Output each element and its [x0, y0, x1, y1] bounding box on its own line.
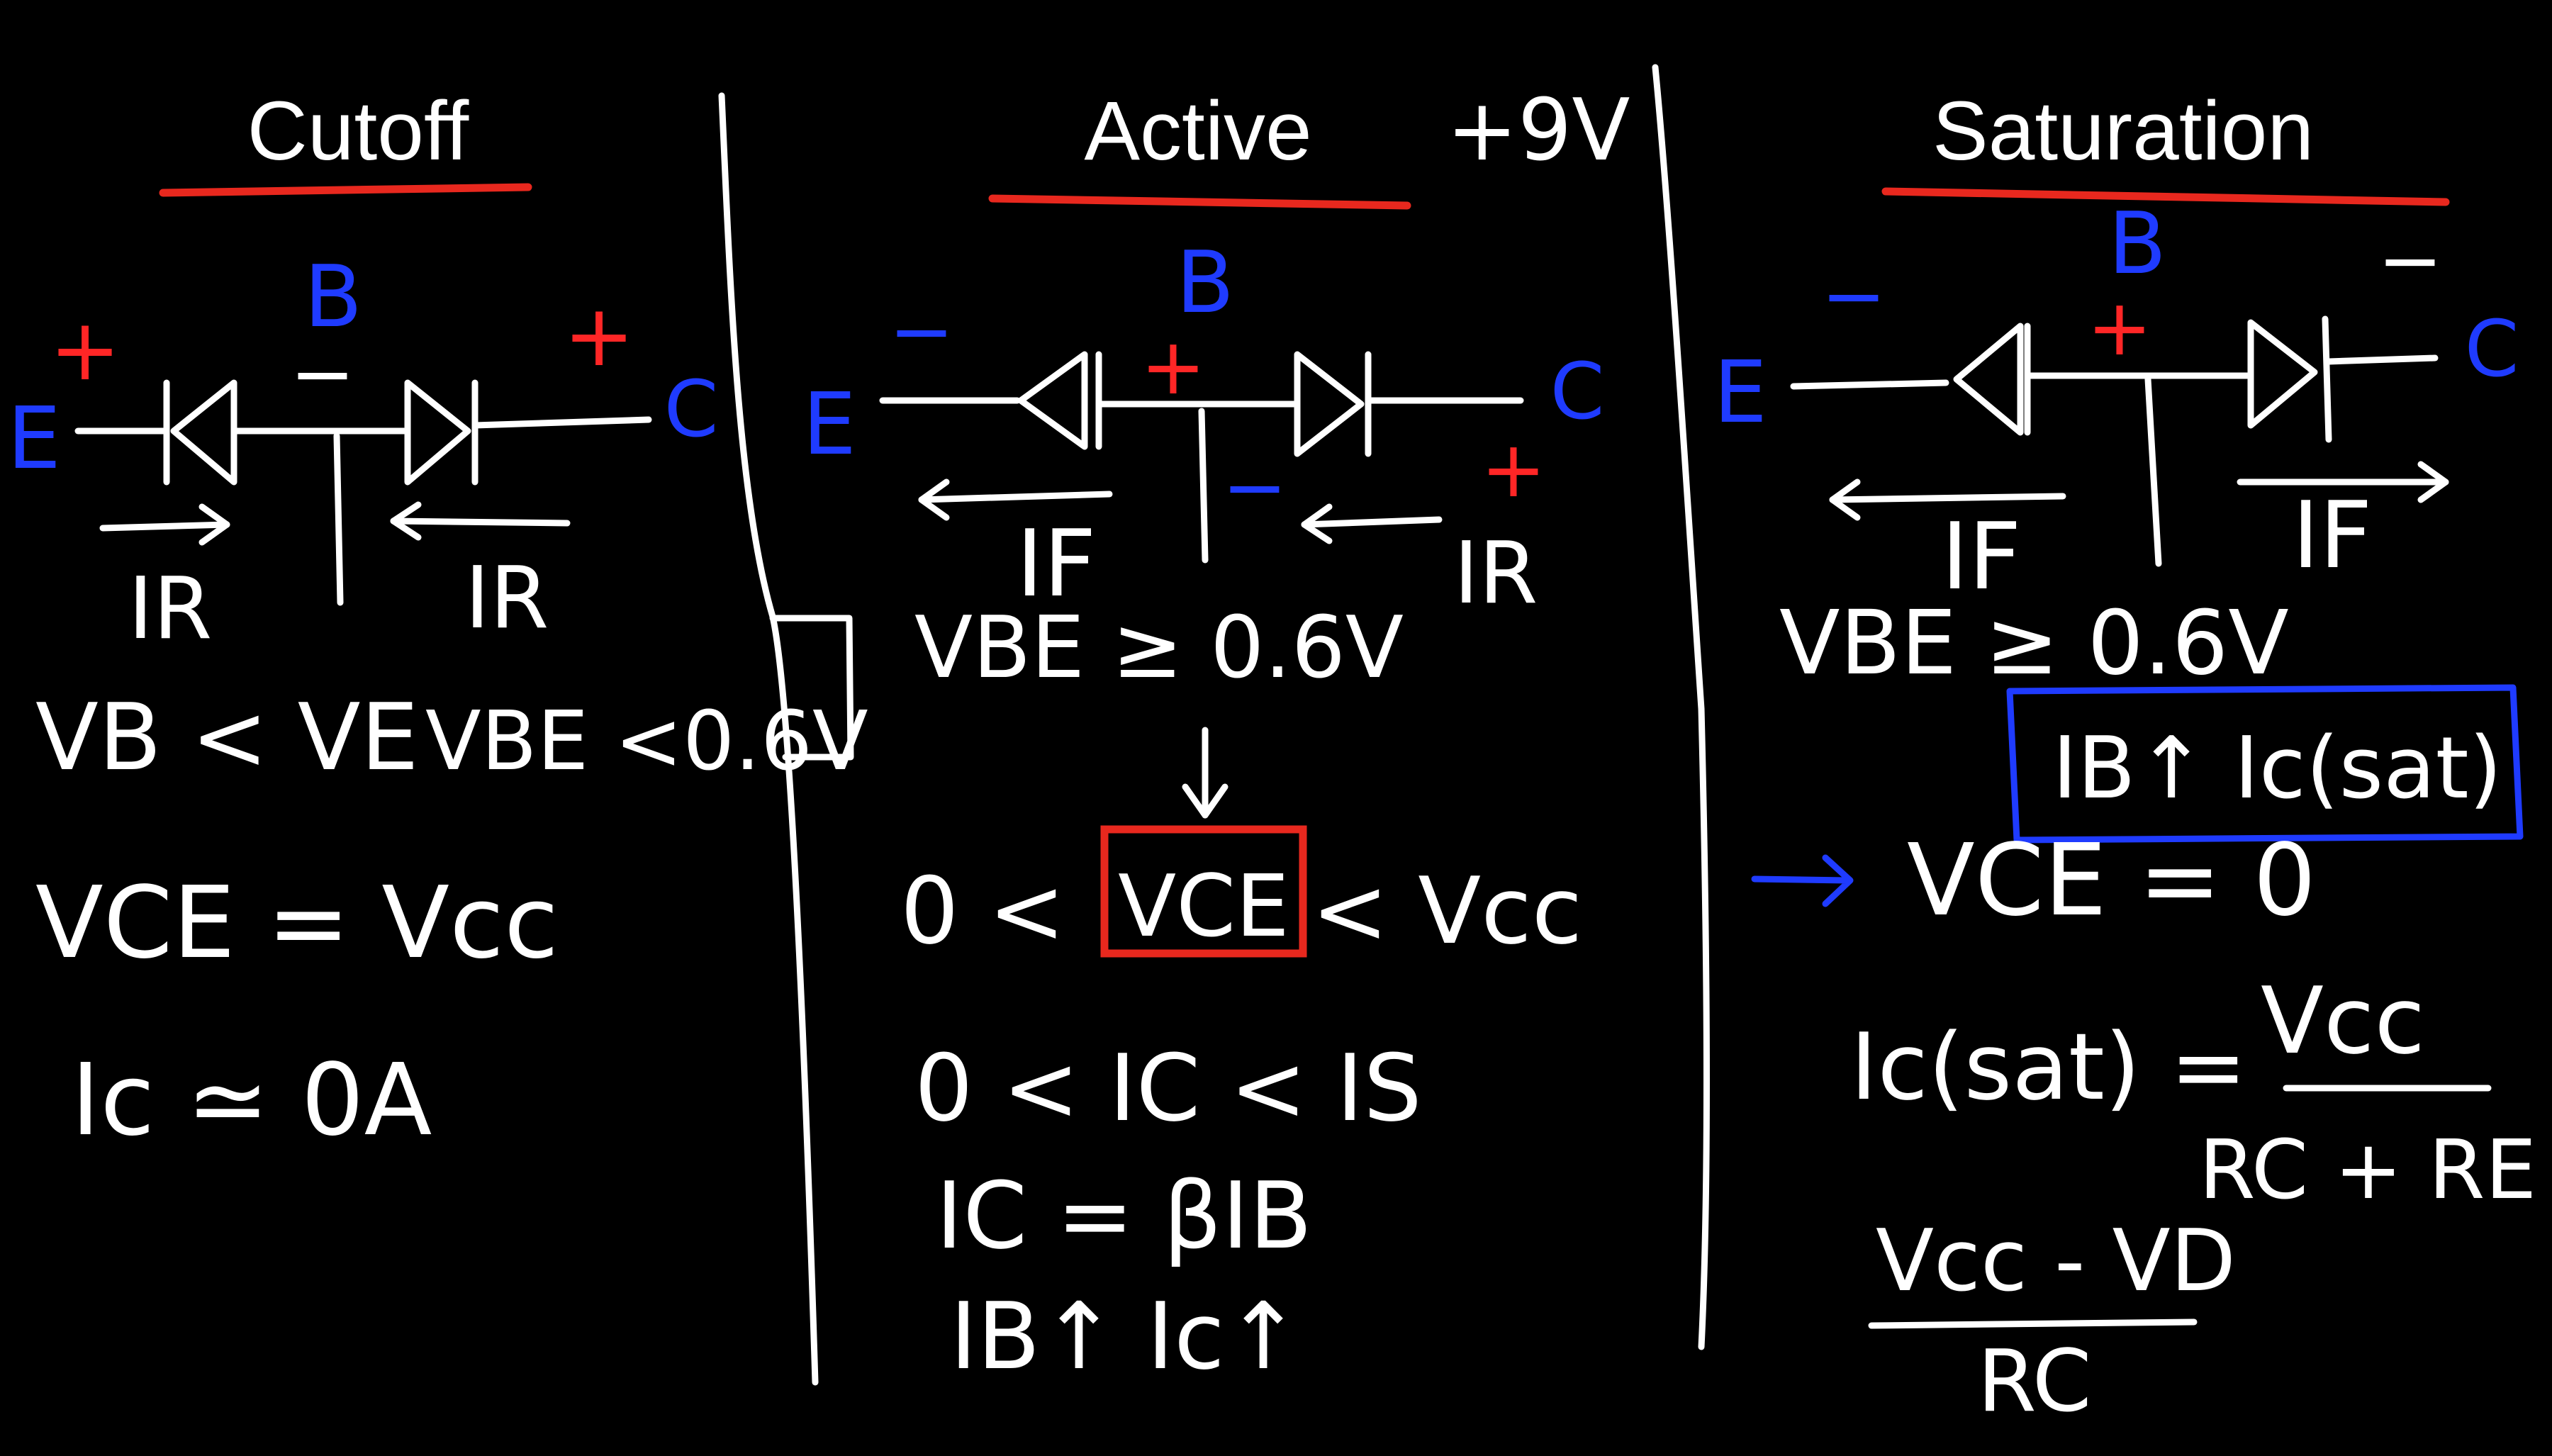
cutoff-eq-ic: Ic ≃ 0A: [71, 1043, 432, 1158]
active-eq-vce-box: VCE: [1118, 858, 1289, 956]
saturation-emitter-label: E: [1713, 344, 1767, 442]
cutoff-plus-collector: +: [564, 287, 635, 386]
active-eq-vbe: VBE ≥ 0.6V: [914, 599, 1404, 698]
saturation-if-right: IF: [2292, 481, 2372, 589]
active-supply-voltage: +9V: [1447, 82, 1630, 180]
saturation-minus-collector: −: [2378, 215, 2443, 306]
active-eq-ic-range: 0 < IC < IS: [914, 1034, 1422, 1142]
cutoff-collector-label: C: [664, 364, 719, 454]
active-if-label: IF: [1016, 510, 1096, 617]
cutoff-title: Cutoff: [247, 84, 469, 178]
active-minus-emitter: −: [889, 286, 954, 376]
saturation-if-left: IF: [1941, 503, 2021, 610]
saturation-eq-alt-denominator: RC: [1977, 1333, 2091, 1431]
active-base-label: B: [1176, 234, 1234, 332]
divider-left: [718, 92, 819, 1386]
saturation-pointer-arrow: [1751, 854, 1854, 907]
active-minus-base: −: [1222, 442, 1287, 532]
cutoff-eq-vbe: VBE <0.6V: [425, 694, 868, 789]
active-title-underline: [988, 194, 1411, 210]
saturation-collector-label: C: [2465, 303, 2519, 394]
active-collector-label: C: [1550, 346, 1605, 437]
cutoff-emitter-label: E: [7, 390, 61, 488]
saturation-minus-emitter: −: [1821, 250, 1886, 341]
saturation-plus-base: +: [2087, 282, 2152, 373]
active-title: Active: [1084, 84, 1311, 178]
cutoff-eq-vb-ve: VB < VE: [35, 683, 419, 791]
active-emitter-label: E: [802, 376, 856, 474]
cutoff-title-underline: [159, 183, 532, 197]
active-vce-highlight-box: [1100, 825, 1307, 958]
cutoff-minus-base: −: [290, 328, 355, 419]
saturation-eq-alt-numerator: Vcc - VD: [1876, 1212, 2236, 1311]
active-ir-label: IR: [1454, 525, 1538, 623]
active-diode-pair: [879, 351, 1524, 819]
vbe-bracket: [769, 615, 854, 761]
saturation-title-underline: [1881, 187, 2450, 206]
cutoff-eq-vce: VCE = Vcc: [35, 866, 559, 981]
saturation-eq-vbe: VBE ≥ 0.6V: [1779, 592, 2289, 695]
active-eq-ib-ic: IB↑ Ic↑: [950, 1282, 1302, 1390]
active-plus-collector: +: [1481, 424, 1546, 515]
cutoff-ir-left: IR: [128, 560, 213, 659]
saturation-title: Saturation: [1932, 84, 2314, 178]
saturation-eq-icsat-denominator: RC + RE: [2199, 1123, 2537, 1218]
active-plus-base: +: [1141, 321, 1206, 412]
saturation-fraction-bar-2: [1868, 1318, 2198, 1329]
saturation-diode-pair: [1790, 315, 2449, 567]
saturation-eq-icsat-left: Ic(sat) =: [1850, 1013, 2247, 1121]
saturation-base-label: B: [2108, 195, 2166, 293]
cutoff-ir-right: IR: [465, 549, 549, 648]
cutoff-diode-pair: [74, 379, 652, 606]
saturation-boxed-highlight: [2006, 684, 2524, 844]
cutoff-plus-emitter: +: [50, 301, 121, 400]
cutoff-base-label: B: [304, 248, 362, 347]
saturation-eq-icsat-numerator: Vcc: [2261, 967, 2425, 1075]
active-eq-vce-left: 0 <: [900, 857, 1065, 965]
saturation-eq-vce: VCE = 0: [1907, 823, 2316, 939]
active-eq-ic-beta: IC = βIB: [936, 1162, 1312, 1270]
saturation-eq-ib-icsat: IB↑ Ic(sat): [2052, 719, 2502, 818]
divider-right: [1652, 64, 1710, 1350]
active-eq-vce-right: < Vcc: [1311, 857, 1582, 965]
